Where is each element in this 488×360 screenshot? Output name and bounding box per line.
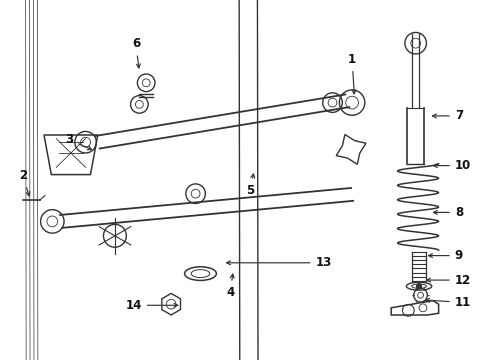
Text: 6: 6 [132, 37, 140, 68]
Text: 12: 12 [426, 274, 470, 287]
Text: 10: 10 [432, 159, 470, 172]
Text: 13: 13 [226, 256, 331, 269]
Text: 4: 4 [226, 274, 234, 299]
Text: 8: 8 [432, 206, 462, 219]
Text: 7: 7 [431, 109, 462, 122]
Circle shape [416, 284, 421, 289]
Text: 5: 5 [246, 174, 254, 197]
Text: 3: 3 [65, 133, 91, 150]
Text: 1: 1 [347, 53, 355, 94]
Text: 14: 14 [125, 299, 178, 312]
Text: 11: 11 [425, 296, 470, 309]
Text: 2: 2 [19, 169, 30, 196]
Text: 9: 9 [427, 249, 462, 262]
